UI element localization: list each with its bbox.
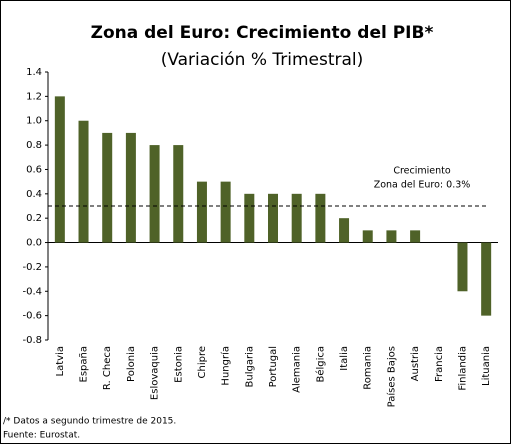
y-tick-label: -0.2: [22, 262, 42, 273]
bar: [268, 193, 278, 243]
bar: [244, 193, 255, 243]
y-tick-label: -0.6: [22, 311, 42, 322]
bar: [78, 120, 89, 243]
x-tick-label: Latvia: [55, 346, 66, 376]
bar: [220, 181, 231, 243]
x-tick-label: Finlandia: [457, 346, 468, 391]
chart-title: Zona del Euro: Crecimiento del PIB*: [91, 23, 434, 43]
y-tick-label: 0.0: [26, 238, 42, 249]
x-tick-label: Francia: [434, 346, 445, 382]
bar: [291, 193, 302, 243]
x-tick-label: Países Bajos: [385, 346, 397, 407]
bar: [102, 132, 113, 243]
x-tick-label: Hungría: [220, 346, 232, 386]
x-tick-label: Eslovaquia: [150, 346, 161, 400]
x-tick-label: Romania: [363, 346, 374, 390]
y-tick-label: 0.8: [26, 140, 42, 151]
bar: [196, 181, 207, 243]
y-tick-label: -0.4: [22, 286, 42, 297]
y-tick-label: 1.0: [26, 116, 42, 127]
x-tick-label: Austria: [410, 346, 421, 381]
bar: [54, 96, 65, 243]
x-tick-label: Bulgaria: [244, 346, 255, 387]
x-tick-label: Portugal: [268, 346, 279, 387]
footnote: Fuente: Eurostat.: [3, 431, 80, 441]
bar: [457, 242, 468, 292]
x-tick-label: Bélgica: [314, 346, 326, 383]
bar: [386, 230, 397, 243]
bar: [125, 132, 136, 243]
bar: [339, 218, 350, 243]
x-tick-label: Polonia: [126, 346, 137, 382]
x-tick-label: Lituania: [481, 346, 492, 386]
reference-label: Crecimiento: [393, 166, 451, 177]
chart-subtitle: (Variación % Trimestral): [161, 50, 364, 70]
bar: [173, 145, 184, 243]
x-tick-label: Estonia: [173, 346, 184, 383]
x-tick-label: Alemania: [292, 346, 303, 393]
y-tick-label: 1.4: [26, 67, 42, 78]
bar: [362, 230, 373, 243]
x-tick-label: Chipre: [197, 346, 208, 379]
x-tick-label: España: [79, 346, 90, 382]
bar: [149, 145, 160, 243]
x-tick-label: Italia: [339, 346, 350, 371]
y-tick-label: 0.4: [26, 189, 42, 200]
y-tick-label: -0.8: [22, 335, 42, 346]
bar: [315, 193, 326, 243]
footnote: /* Datos a segundo trimestre de 2015.: [3, 417, 176, 427]
y-tick-label: 1.2: [26, 91, 42, 102]
y-tick-label: 0.2: [26, 213, 42, 224]
bar: [481, 242, 492, 316]
reference-label: Zona del Euro: 0.3%: [374, 180, 471, 191]
y-tick-label: 0.6: [26, 164, 42, 175]
x-tick-label: R. Checa: [102, 346, 113, 390]
bar: [410, 230, 421, 243]
